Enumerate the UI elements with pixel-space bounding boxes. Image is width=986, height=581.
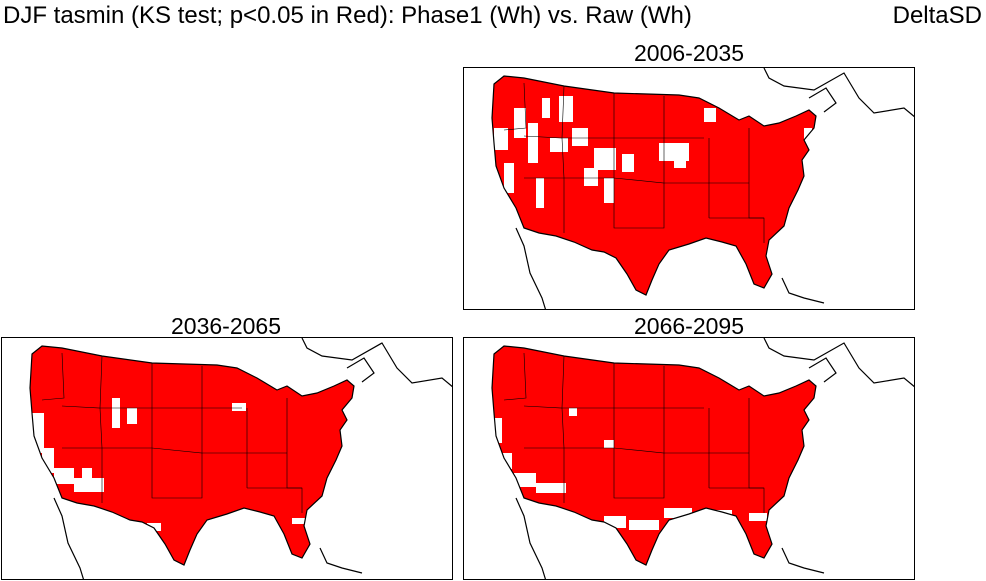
figure-title-bar: DJF tasmin (KS test; p<0.05 in Red): Pha…	[0, 2, 986, 32]
map-panel-2006-2035	[463, 67, 915, 310]
non-significant-patches	[494, 96, 812, 208]
land-significant-area	[492, 346, 816, 565]
map-2006-2035	[491, 68, 914, 309]
method-label: DeltaSD	[892, 2, 982, 29]
map-panel-2036-2065	[1, 337, 453, 580]
panel-title-2006-2035: 2006-2035	[634, 40, 744, 66]
panel-title-2036-2065: 2036-2065	[171, 313, 281, 339]
coastlines	[491, 338, 914, 579]
state-boundaries	[503, 352, 765, 513]
land-significant-area	[30, 346, 354, 565]
panel-title-2066-2095: 2066-2095	[634, 313, 744, 339]
coastlines	[29, 338, 452, 579]
map-panel-2066-2095	[463, 337, 915, 580]
map-2066-2095	[491, 338, 914, 579]
state-boundaries	[503, 82, 765, 243]
map-2036-2065	[29, 338, 452, 579]
state-boundaries	[41, 352, 303, 513]
coastlines	[491, 68, 914, 309]
figure-title: DJF tasmin (KS test; p<0.05 in Red): Pha…	[3, 2, 692, 29]
